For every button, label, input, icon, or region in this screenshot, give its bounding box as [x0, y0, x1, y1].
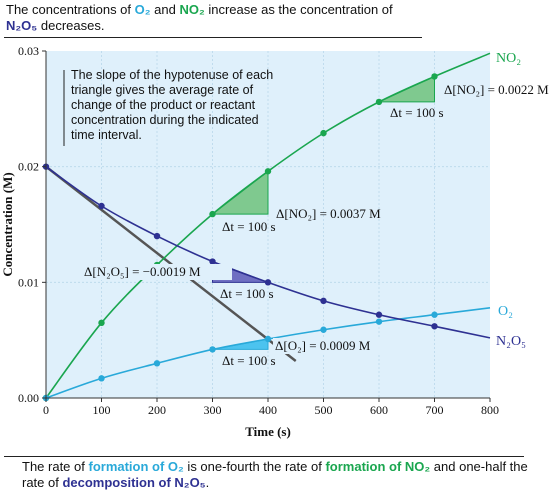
data-point-o2 [264, 335, 272, 343]
x-tick-label: 300 [204, 403, 222, 417]
label-backing [273, 338, 385, 354]
triangle-conc-label: Δ[O₂] = 0.0009 M [275, 338, 371, 353]
triangle-time-label: Δt = 100 s [220, 286, 274, 301]
data-point-n2o5 [431, 323, 438, 330]
x-tick-label: 0 [43, 403, 49, 417]
note-line: triangle gives the average rate of [71, 83, 254, 97]
x-tick-label: 400 [259, 403, 277, 417]
series-line-no2 [45, 52, 491, 399]
data-point-o2 [320, 326, 327, 333]
series-label-o2: O₂ [498, 304, 513, 319]
y-axis-label: Concentration (M) [0, 172, 15, 276]
x-tick-label: 700 [426, 403, 444, 417]
x-tick-label: 800 [481, 403, 499, 417]
data-point-o2 [375, 318, 383, 325]
triangle-conc-label: Δ[NO₂] = 0.0022 M [444, 82, 549, 97]
x-tick-label: 500 [315, 403, 333, 417]
top-caption-n2o5: N₂O₅ [6, 18, 38, 33]
bottom-caption-part: The rate of [22, 459, 89, 474]
data-point-n2o5 [375, 311, 383, 318]
triangle-time-label: Δt = 100 s [222, 353, 276, 368]
tangent-line [45, 165, 297, 362]
note-line: The slope of the hypotenuse of each [71, 68, 273, 82]
bottom-caption-part: is one-fourth the rate of [183, 459, 326, 474]
bottom-caption-n2o5: decomposition of N₂O₅ [62, 475, 206, 490]
x-tick-label: 600 [370, 403, 388, 417]
y-tick-label: 0.02 [18, 160, 39, 174]
top-caption-part: The concentrations of [6, 2, 135, 17]
top-divider [4, 37, 422, 38]
data-point-o2 [153, 360, 161, 367]
bottom-caption-o2: formation of O₂ [88, 459, 184, 474]
top-caption-part: increase as the concentration of [204, 2, 393, 17]
x-tick-label: 200 [148, 403, 166, 417]
top-caption: The concentrations of O₂ and NO₂ increas… [6, 2, 416, 34]
bottom-divider [4, 456, 524, 457]
data-point-o2 [431, 311, 438, 318]
axes: 0 100 200 300 400 500 600 700 800 0.00 0.01 0.02 0.0… [0, 44, 499, 439]
data-point-no2 [209, 210, 216, 218]
grid [46, 51, 490, 398]
label-backing [82, 264, 232, 280]
data-point-no2 [98, 319, 105, 327]
bottom-caption-part: and one-half the rate of [22, 459, 528, 490]
y-tick-label: 0.00 [18, 391, 39, 405]
triangle-conc-label: Δ[N₂O₅] = −0.0019 M [84, 264, 201, 279]
data-point-no2 [320, 129, 327, 137]
top-caption-o2: O₂ [134, 2, 151, 17]
data-point-n2o5 [320, 297, 327, 305]
top-caption-part: decreases. [37, 18, 105, 33]
data-point-n2o5 [98, 202, 105, 210]
data-point-no2 [375, 98, 383, 106]
y-tick-label: 0.01 [18, 275, 39, 289]
y-tick-label: 0.03 [18, 44, 39, 58]
note-line: time interval. [71, 128, 142, 142]
data-point-n2o5 [209, 258, 216, 265]
triangle-time-label: Δt = 100 s [390, 105, 444, 120]
triangle-conc-label: Δ[NO₂] = 0.0037 M [276, 206, 381, 221]
labels: The slope of the hypotenuse of eachtrian… [63, 51, 549, 368]
note-line: change of the product or reactant [71, 98, 256, 112]
data-point-o2 [98, 375, 105, 382]
top-caption-part: and [150, 2, 180, 17]
data-point-n2o5 [153, 232, 161, 240]
bottom-caption-no2: formation of NO₂ [325, 459, 431, 474]
note-line: concentration during the indicated [71, 113, 259, 127]
triangle-time-label: Δt = 100 s [222, 219, 276, 234]
series-label-n2o5: N₂O₅ [496, 334, 526, 349]
series-label-no2: NO₂ [496, 51, 521, 66]
data-point-no2 [431, 73, 438, 80]
data-point-n2o5 [264, 279, 272, 286]
data-point-o2 [209, 346, 216, 353]
x-axis-label: Time (s) [245, 424, 291, 439]
bottom-caption-part: . [205, 475, 210, 490]
data-point-no2 [264, 168, 272, 175]
bottom-caption: The rate of formation of O₂ is one-fourt… [22, 459, 552, 491]
x-tick-label: 100 [93, 403, 111, 417]
top-caption-no2: NO₂ [179, 2, 205, 17]
